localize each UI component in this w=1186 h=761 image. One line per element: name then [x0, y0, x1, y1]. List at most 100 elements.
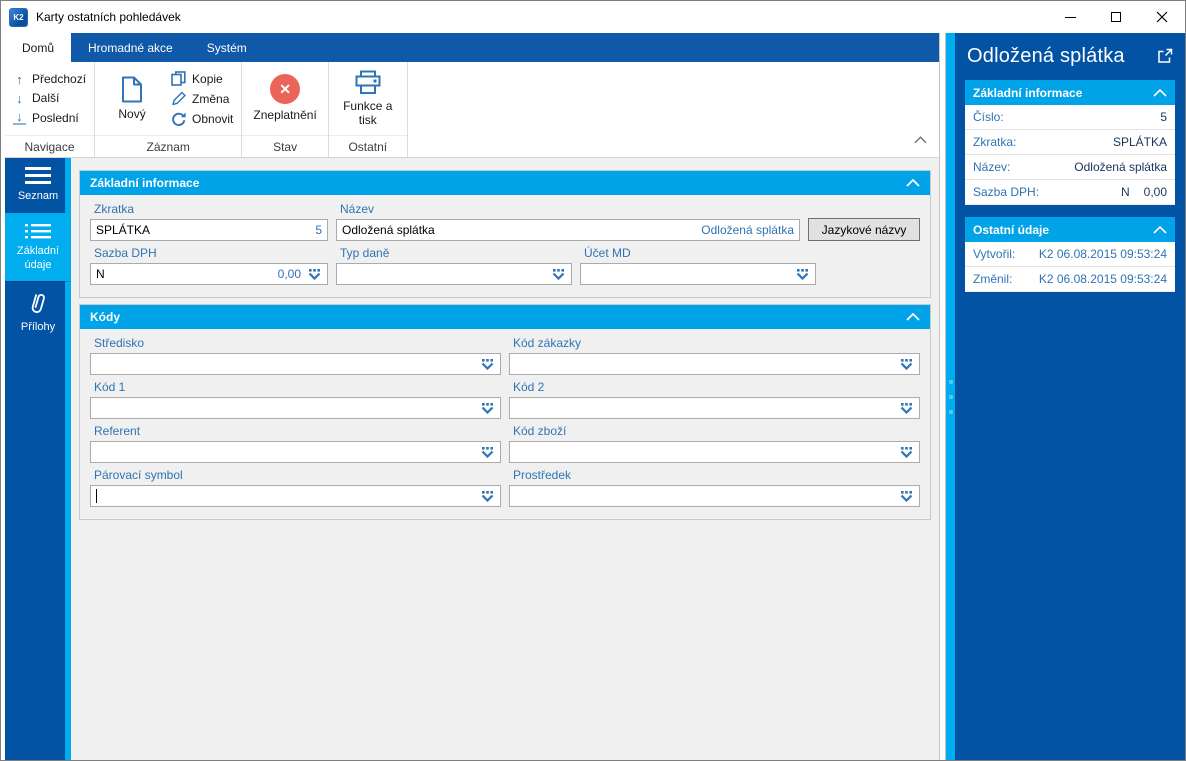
group-label-stav: Stav [242, 135, 328, 157]
group-navigace: ↑ Předchozí ↓ Další ↓ Poslední [5, 62, 96, 157]
tab-system[interactable]: Systém [206, 40, 247, 55]
funkce-a-tisk-button[interactable]: Funkce a tisk [337, 70, 399, 128]
panel-gutter [939, 33, 946, 760]
minimize-button[interactable] [1047, 1, 1093, 33]
row-label: Sazba DPH: [973, 185, 1040, 199]
novy-button[interactable]: Nový [103, 76, 161, 122]
prostredek-input[interactable] [509, 485, 920, 507]
posledni-button[interactable]: ↓ Poslední [13, 110, 86, 125]
novy-label: Nový [118, 106, 146, 121]
dalsi-label: Další [32, 91, 60, 105]
dropdown-icon[interactable] [899, 358, 914, 370]
zkratka-input[interactable]: SPLÁTKA 5 [90, 219, 328, 241]
row-value: K2 06.08.2015 09:53:24 [1038, 247, 1167, 261]
posledni-label: Poslední [32, 110, 79, 125]
sidebar-item-label: Přílohy [20, 321, 56, 334]
preview-section-header[interactable]: Základní informace [965, 80, 1175, 105]
dropdown-icon[interactable] [480, 402, 495, 414]
close-icon [1156, 11, 1168, 23]
chevron-up-icon[interactable] [1153, 88, 1167, 97]
dropdown-icon[interactable] [899, 402, 914, 414]
typ-dane-input[interactable] [336, 263, 572, 285]
parovaci-symbol-input[interactable] [90, 485, 501, 507]
chevron-up-icon[interactable] [906, 313, 920, 321]
dropdown-icon[interactable] [480, 490, 495, 502]
ribbon-collapse-button[interactable] [914, 133, 927, 147]
preview-panel: Odložená splátka Základní informace [955, 33, 1185, 760]
dropdown-icon[interactable] [480, 358, 495, 370]
grip-dots-icon [948, 379, 953, 414]
text-cursor [96, 489, 97, 503]
external-link-icon [1158, 48, 1173, 63]
splitter-handle[interactable] [946, 33, 955, 760]
predchozi-button[interactable]: ↑ Předchozí [13, 72, 86, 86]
kod-zbozi-input[interactable] [509, 441, 920, 463]
tab-hromadne-akce[interactable]: Hromadné akce [88, 40, 173, 55]
sidebar: Seznam Základní údaje [5, 158, 71, 760]
zneplatneni-button[interactable]: ✕ Zneplatnění [250, 74, 319, 123]
row-value: 5 [1160, 110, 1167, 124]
kod-zbozi-label: Kód zboží [513, 424, 567, 438]
jazykove-nazvy-button[interactable]: Jazykové názvy [808, 218, 920, 241]
panel-header[interactable]: Kódy [80, 305, 930, 329]
sazba-dph-label: Sazba DPH [94, 246, 157, 260]
zkratka-value: SPLÁTKA [96, 223, 151, 237]
open-external-button[interactable] [1157, 48, 1173, 64]
obnovit-button[interactable]: Obnovit [171, 111, 233, 126]
group-label-ostatni: Ostatní [328, 135, 407, 157]
kod-2-input[interactable] [509, 397, 920, 419]
sazba-dph-value: N [96, 267, 105, 281]
dropdown-icon[interactable] [307, 268, 322, 280]
pencil-icon [172, 91, 186, 106]
dropdown-icon[interactable] [795, 268, 810, 280]
row-label: Název: [973, 160, 1011, 174]
dropdown-icon[interactable] [899, 490, 914, 502]
obnovit-label: Obnovit [192, 111, 234, 126]
ucet-md-input[interactable] [580, 263, 816, 285]
sazba-dph-input[interactable]: N 0,00 [90, 263, 328, 285]
close-button[interactable] [1139, 1, 1185, 33]
kopie-button[interactable]: Kopie [171, 71, 233, 86]
panel-title: Základní informace [90, 176, 200, 190]
dropdown-icon[interactable] [551, 268, 566, 280]
kod-1-input[interactable] [90, 397, 501, 419]
prostredek-label: Prostředek [513, 468, 572, 482]
maximize-button[interactable] [1093, 1, 1139, 33]
invalidate-icon: ✕ [270, 74, 301, 105]
referent-input[interactable] [90, 441, 501, 463]
zneplatneni-label: Zneplatnění [253, 108, 317, 123]
tab-domu[interactable]: Domů [5, 33, 72, 62]
preview-section-title: Ostatní údaje [973, 222, 1050, 237]
row-value: N [1120, 185, 1130, 199]
arrow-up-icon: ↑ [16, 71, 23, 87]
sidebar-item-zakladni-udaje[interactable]: Základní údaje [5, 212, 71, 282]
kod-zakazky-input[interactable] [509, 353, 920, 375]
preview-section-header[interactable]: Ostatní údaje [965, 217, 1175, 242]
row-label: Vytvořil: [973, 247, 1016, 261]
panel-header[interactable]: Základní informace [80, 171, 930, 195]
chevron-up-icon [914, 136, 927, 144]
zmena-button[interactable]: Změna [171, 91, 233, 106]
chevron-up-icon[interactable] [1153, 225, 1167, 234]
dropdown-icon[interactable] [480, 446, 495, 458]
group-label-zaznam: Záznam [95, 135, 242, 157]
sidebar-item-prilohy[interactable]: Přílohy [5, 281, 71, 344]
preview-title: Odložená splátka [967, 45, 1125, 67]
stredisko-input[interactable] [90, 353, 501, 375]
chevron-up-icon[interactable] [906, 179, 920, 187]
referent-label: Referent [94, 424, 141, 438]
zkratka-label: Zkratka [94, 202, 135, 216]
group-ostatni: Funkce a tisk Ostatní [328, 62, 408, 157]
predchozi-label: Předchozí [32, 72, 87, 86]
sidebar-item-seznam[interactable]: Seznam [5, 158, 71, 213]
arrow-down-icon: ↓ [16, 90, 23, 106]
panel-zakladni-informace: Základní informace Zkratka SPLÁTKA [79, 170, 931, 298]
dropdown-icon[interactable] [899, 446, 914, 458]
dalsi-button[interactable]: ↓ Další [13, 91, 86, 105]
sidebar-item-label: Seznam [17, 190, 59, 202]
nazev-input[interactable]: Odložená splátka Odložená splátka [336, 219, 800, 241]
group-stav: ✕ Zneplatnění Stav [242, 62, 329, 157]
ribbon-tab-bar: Domů Hromadné akce Systém [5, 33, 939, 62]
info-row: Číslo: 5 [965, 105, 1175, 130]
